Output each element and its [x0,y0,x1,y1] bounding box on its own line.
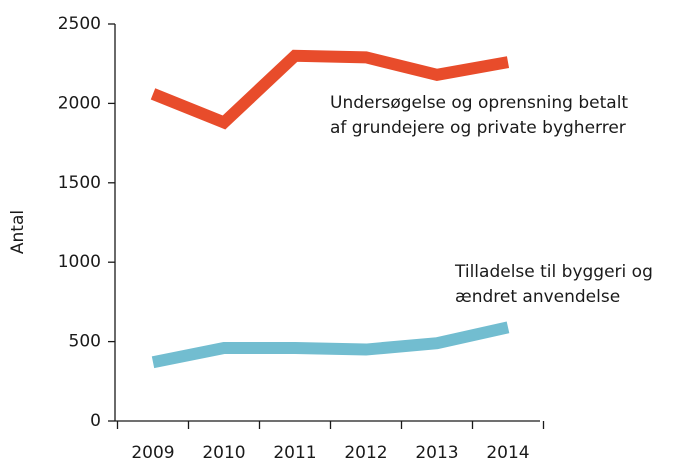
series-label: ændret anvendelse [455,287,620,307]
series-label: af grundejere og private bygherrer [330,118,626,138]
y-tick-label: 2500 [58,14,101,34]
series-line [150,49,510,130]
y-tick-label: 500 [69,332,101,352]
y-axis-label: Antal [8,210,28,254]
x-tick-label: 2012 [344,443,387,463]
x-tick-label: 2014 [486,443,529,463]
y-tick-label: 1500 [58,173,101,193]
x-tick-label: 2011 [273,443,316,463]
y-tick-label: 0 [90,411,101,431]
series-label: Undersøgelse og oprensning betalt [330,93,628,113]
x-tick-label: 2009 [131,443,174,463]
series-label: Tilladelse til byggeri og [454,262,653,282]
y-tick-label: 2000 [58,93,101,113]
series-line [151,321,510,369]
x-tick-label: 2010 [202,443,245,463]
y-tick-label: 1000 [58,252,101,272]
x-tick-label: 2013 [415,443,458,463]
